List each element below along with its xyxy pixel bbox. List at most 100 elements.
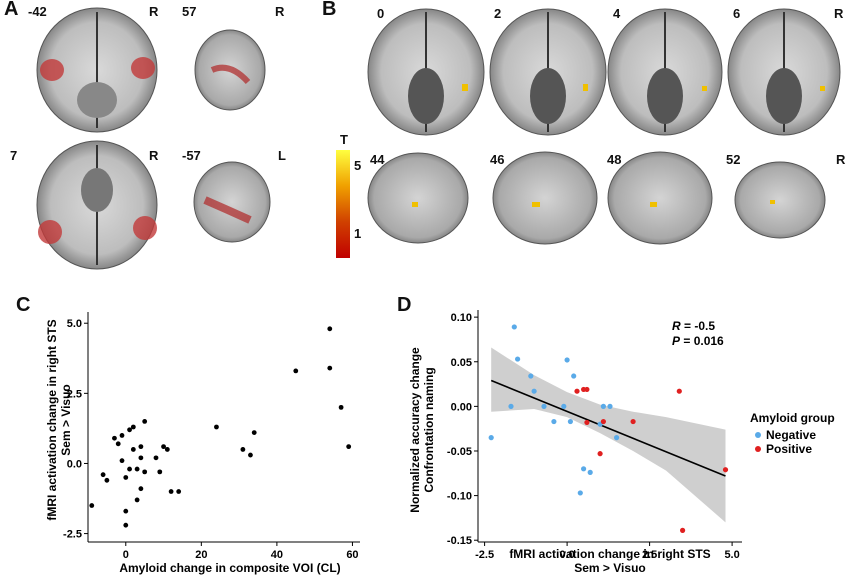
chart-c-point [134, 497, 140, 503]
chart-d-r-value: = -0.5 [681, 319, 716, 333]
chart-d-p-label: P [672, 334, 681, 348]
chart-d-point-positive [680, 527, 686, 533]
chart-d-stats-p: P = 0.016 [672, 334, 724, 348]
chart-d-xtick-label: 2.5 [642, 549, 657, 561]
chart-d-xtick-label: 5.0 [724, 549, 739, 561]
chart-d-point-negative [587, 469, 593, 475]
chart-c-ytick-label: 2.5 [67, 388, 82, 400]
chart-c-point [115, 441, 121, 447]
axial-slice-a1 [36, 7, 158, 133]
chart-c-point [119, 433, 125, 438]
legend-positive-label: Positive [766, 442, 812, 456]
chart-c-point [240, 447, 246, 452]
chart-c-xtick-label: 20 [195, 549, 207, 561]
chart-c-xtick-label: 0 [123, 549, 129, 561]
chart-d-point-negative [551, 418, 557, 425]
chart-d-point-negative [571, 373, 577, 379]
chart-d-point-negative [607, 403, 613, 409]
panel-b-letter: B [322, 0, 337, 20]
chart-d-confidence-band [491, 347, 726, 523]
chart-c-point [130, 424, 136, 430]
chart-c-point [168, 489, 174, 494]
chart-d-ytick-label: 0.10 [451, 312, 472, 324]
slice-label-a3: 7 [10, 148, 18, 163]
chart-c-ylabel-1: fMRI activation change in right STS [45, 319, 59, 520]
chart-c-point [138, 455, 144, 461]
axial-slice-b6 [727, 8, 841, 136]
chart-d-xtick-label: 0.0 [559, 549, 574, 561]
chart-d-ytick-label: -0.05 [447, 446, 472, 458]
chart-d-point-positive [597, 451, 603, 457]
chart-d-point-positive [584, 386, 590, 393]
chart-d-ytick-label: 0.05 [451, 357, 472, 369]
chart-d-ytick-label: -0.10 [447, 491, 472, 503]
chart-c-point [153, 455, 159, 461]
chart-c-xtick-label: 40 [271, 549, 283, 561]
chart-d-xlabel-1: fMRI activation change in right STS [509, 547, 710, 561]
chart-c-point [123, 475, 129, 480]
chart-c-point [134, 466, 140, 472]
chart-c-xlabel: Amyloid change in composite VOI (CL) [119, 561, 340, 575]
chart-d-point-negative [577, 490, 583, 496]
slice-label-b-bot-1: 46 [490, 152, 505, 167]
chart-d-point-negative [531, 388, 537, 394]
chart-d-point-negative [528, 373, 534, 379]
chart-c: fMRI activation change in right STS Sem … [45, 312, 360, 575]
chart-d-point-negative [488, 435, 494, 441]
chart-d-point-negative [581, 466, 587, 472]
chart-c-point [251, 430, 257, 436]
chart-c-ylabel-2: Sem > Visuo [59, 384, 73, 455]
chart-c-point [338, 404, 344, 410]
chart-c-ytick-label: -2.5 [63, 529, 82, 541]
slice-side-b-top: R [834, 6, 844, 21]
panel-b-brains [367, 8, 841, 245]
chart-d-ytick-label: 0.00 [451, 401, 472, 413]
chart-d-point-negative [567, 418, 573, 425]
chart-d-p-value: = 0.016 [680, 334, 724, 348]
panel-a-letter: A [4, 0, 19, 20]
chart-d-point-negative [511, 324, 517, 330]
slice-label-a2: 57 [182, 4, 197, 19]
chart-c-point [164, 447, 170, 452]
chart-d-r-label: R [672, 319, 681, 333]
chart-c-point [142, 469, 148, 475]
slice-label-a1: -42 [28, 4, 47, 19]
slice-label-a4: -57 [182, 148, 201, 163]
chart-d-ylabel-1: Normalized accuracy change [408, 347, 422, 513]
chart-d-point-negative [515, 356, 521, 362]
chart-c-point [346, 444, 352, 450]
chart-d: Normalized accuracy change Confrontation… [408, 310, 835, 575]
axial-slice-b4 [607, 8, 723, 136]
chart-c-point [130, 447, 136, 452]
chart-c-point [123, 508, 129, 514]
chart-c-point [214, 424, 219, 430]
panel-a-brains [36, 7, 271, 270]
chart-c-point [112, 435, 117, 441]
chart-d-fit-line [490, 379, 726, 477]
chart-d-point-positive [584, 419, 590, 426]
sagittal-slice-b46 [492, 151, 598, 245]
sagittal-slice-a4 [193, 161, 271, 243]
chart-d-point-positive [722, 467, 729, 473]
chart-d-point-negative [600, 403, 606, 409]
panel-c-letter: C [16, 294, 31, 316]
slice-label-b-top-1: 2 [494, 6, 502, 21]
chart-d-ylabel-2: Confrontation naming [422, 367, 436, 492]
chart-d-stats-r: R = -0.5 [672, 319, 715, 333]
slice-side-a2: R [275, 4, 285, 19]
legend-positive-swatch [755, 446, 761, 452]
slice-side-b-bot: R [836, 152, 846, 167]
slice-label-b-bot-0: 44 [370, 152, 385, 167]
colorbar-max: 5 [354, 158, 362, 173]
slice-side-a1: R [149, 4, 159, 19]
chart-d-xlabel-2: Sem > Visuo [574, 561, 645, 575]
legend-negative-label: Negative [766, 428, 816, 442]
axial-slice-a3 [36, 140, 158, 270]
colorbar-min: 1 [354, 226, 362, 241]
sagittal-slice-b48 [607, 151, 713, 245]
chart-c-point [327, 326, 333, 332]
chart-d-point-negative [561, 403, 567, 409]
chart-c-xtick-label: 60 [346, 549, 358, 561]
chart-c-point [123, 522, 129, 528]
chart-d-point-negative [541, 403, 547, 409]
